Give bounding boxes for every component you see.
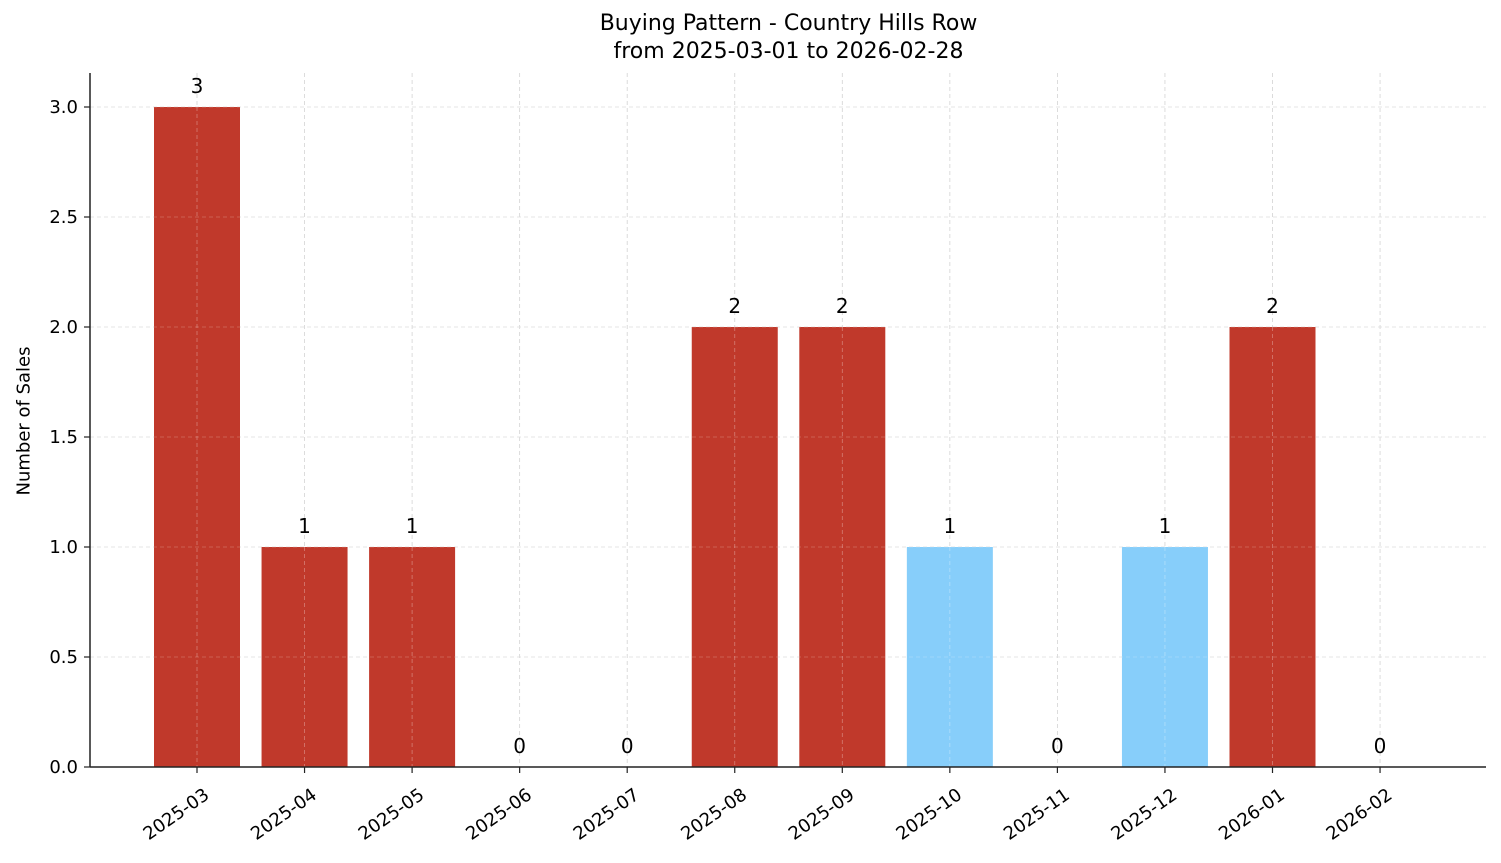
bar-value-label: 0 (1374, 734, 1387, 758)
x-tick-label: 2026-02 (1323, 784, 1397, 844)
x-tick-label: 2025-05 (355, 784, 429, 844)
chart-subtitle: from 2025-03-01 to 2026-02-28 (613, 39, 964, 64)
x-tick-label: 2025-09 (785, 784, 859, 844)
y-tick-label: 1.0 (49, 537, 78, 558)
y-tick-label: 0.5 (49, 647, 78, 668)
bar-2025-03 (154, 107, 240, 767)
bar-value-label: 0 (1051, 734, 1064, 758)
bar-2025-12 (1121, 547, 1208, 767)
bar-2025-08 (691, 327, 778, 767)
x-tick-label: 2025-04 (247, 784, 321, 844)
bar-value-label: 2 (1266, 294, 1279, 318)
bar-2025-10 (906, 547, 993, 767)
bar-2025-09 (799, 327, 886, 767)
bar-value-label: 1 (406, 514, 419, 538)
y-tick-label: 1.5 (49, 427, 78, 448)
bar-value-label: 1 (943, 514, 956, 538)
x-tick-label: 2025-08 (677, 784, 751, 844)
bar-2026-01 (1229, 327, 1316, 767)
bar-value-label: 0 (621, 734, 634, 758)
bar-value-label: 0 (513, 734, 526, 758)
bar-value-label: 2 (836, 294, 849, 318)
bar-value-label: 1 (1159, 514, 1172, 538)
y-tick-label: 2.5 (49, 207, 78, 228)
chart-title: Buying Pattern - Country Hills Row from … (0, 10, 1501, 66)
bar-2025-04 (261, 547, 348, 767)
bar-value-label: 1 (298, 514, 311, 538)
x-tick-label: 2025-12 (1107, 784, 1181, 844)
x-tick-label: 2025-11 (1000, 784, 1074, 844)
x-tick-label: 2026-01 (1215, 784, 1289, 844)
y-tick-label: 0.0 (49, 757, 78, 778)
bar-value-label: 2 (728, 294, 741, 318)
y-tick-label: 3.0 (49, 97, 78, 118)
x-tick-label: 2025-06 (462, 784, 536, 844)
x-tick-label: 2025-03 (140, 784, 214, 844)
bar-value-label: 3 (191, 74, 204, 98)
bar-2025-05 (369, 547, 456, 767)
x-tick-label: 2025-07 (570, 784, 644, 844)
x-tick-label: 2025-10 (892, 784, 966, 844)
chart-title-main: Buying Pattern - Country Hills Row (599, 11, 978, 36)
y-tick-label: 2.0 (49, 317, 78, 338)
